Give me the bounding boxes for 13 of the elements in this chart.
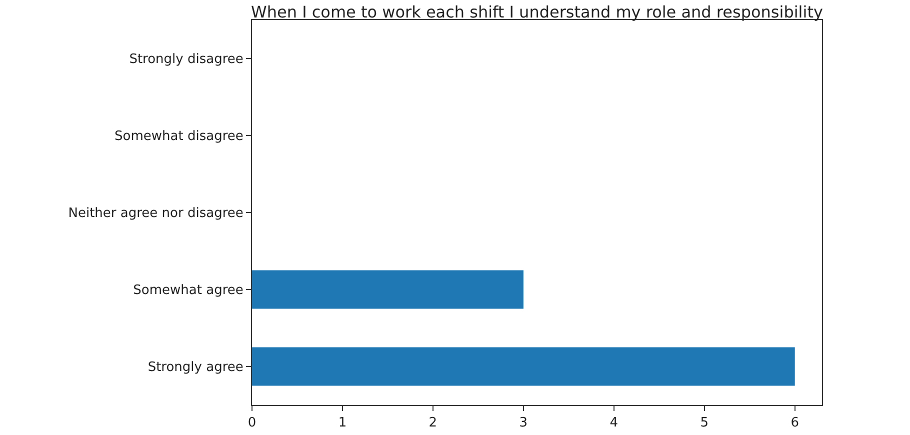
x-tick-label: 2 bbox=[428, 416, 438, 431]
x-tick-label: 0 bbox=[248, 416, 256, 431]
chart-title: When I come to work each shift I understand my role and responsibility bbox=[251, 2, 823, 22]
y-tick-label: Somewhat disagree bbox=[114, 129, 244, 144]
x-tick-label: 1 bbox=[338, 416, 347, 431]
x-tick-label: 4 bbox=[610, 416, 618, 431]
x-tick-label: 6 bbox=[790, 416, 799, 431]
y-tick-label: Somewhat agree bbox=[133, 283, 244, 298]
y-tick-label: Strongly agree bbox=[148, 360, 244, 376]
y-tick-label: Strongly disagree bbox=[129, 52, 244, 68]
x-tick-label: 3 bbox=[519, 416, 528, 431]
x-tick-label: 5 bbox=[700, 416, 709, 431]
y-tick-label: Neither agree nor disagree bbox=[68, 206, 244, 222]
